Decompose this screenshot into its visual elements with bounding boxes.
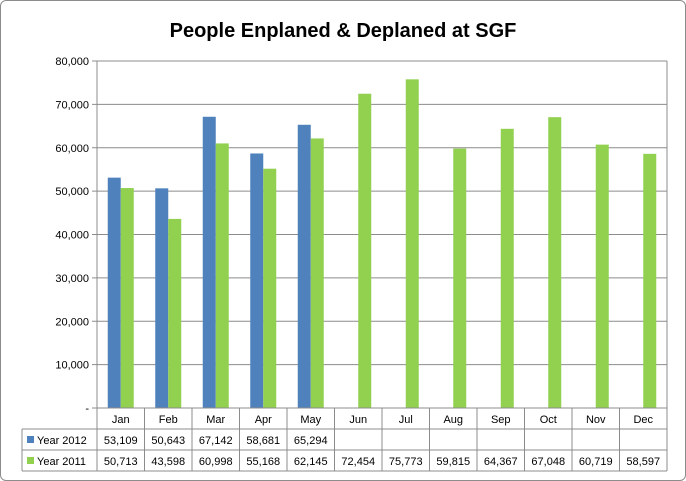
- y-tick-label: 40,000: [55, 230, 89, 242]
- bar-year-2012-may: [297, 124, 311, 408]
- bar-year-2011-dec: [643, 153, 657, 408]
- y-tick-label: 10,000: [55, 360, 89, 372]
- data-label: 50,643: [151, 435, 185, 447]
- y-tick-label: 80,000: [55, 56, 89, 68]
- bar-year-2011-jan: [120, 188, 134, 408]
- legend-swatch: [27, 436, 34, 443]
- data-label: 43,598: [151, 456, 185, 468]
- legend-label: Year 2011: [37, 456, 86, 468]
- bar-year-2012-jan: [107, 177, 121, 408]
- bar-year-2011-nov: [595, 144, 609, 408]
- bar-year-2012-apr: [250, 153, 264, 408]
- bar-year-2011-feb: [168, 218, 182, 408]
- data-label: 62,145: [294, 456, 328, 468]
- data-label: 53,109: [104, 435, 138, 447]
- bar-year-2012-mar: [202, 116, 216, 408]
- data-label: 59,815: [436, 456, 470, 468]
- x-tick-label: Nov: [586, 414, 606, 426]
- chart-title: People Enplaned & Deplaned at SGF: [170, 20, 517, 42]
- x-tick-label: Sep: [491, 414, 511, 426]
- data-label: 60,719: [579, 456, 613, 468]
- y-axis: - 10,000 20,000 30,000 40,000 50,000 60,000 70,…: [55, 56, 97, 415]
- x-tick-label: Aug: [443, 414, 463, 426]
- x-tick-label: Mar: [206, 414, 225, 426]
- data-label: 60,998: [199, 456, 233, 468]
- bar-year-2011-may: [310, 138, 324, 409]
- x-tick-label: Feb: [159, 414, 178, 426]
- bar-year-2011-jul: [405, 79, 419, 409]
- y-tick-label: 30,000: [55, 273, 89, 285]
- y-tick-label: 20,000: [55, 316, 89, 328]
- bar-year-2011-aug: [453, 148, 467, 409]
- x-tick-label: Jul: [399, 414, 413, 426]
- legend-label: Year 2012: [37, 435, 87, 447]
- bar-year-2011-apr: [263, 168, 277, 408]
- data-label: 64,367: [484, 456, 518, 468]
- bar-year-2011-mar: [215, 143, 229, 408]
- data-label: 67,142: [199, 435, 233, 447]
- gridlines: [96, 60, 668, 408]
- data-label: 58,681: [246, 435, 280, 447]
- data-table: Jan Feb Mar Apr May Jun Jul Aug Sep Oct Nov Dec Year…: [21, 407, 668, 472]
- bar-year-2011-oct: [548, 117, 562, 409]
- x-tick-label: Jun: [349, 414, 367, 426]
- data-label: 55,168: [246, 456, 280, 468]
- data-label: 67,048: [531, 456, 565, 468]
- data-label: 50,713: [104, 456, 138, 468]
- data-label: 75,773: [389, 456, 423, 468]
- bar-year-2011-sep: [500, 128, 514, 408]
- x-tick-label: Dec: [633, 414, 653, 426]
- data-label: 72,454: [341, 456, 375, 468]
- bar-year-2012-feb: [155, 188, 169, 408]
- data-label: 65,294: [294, 435, 328, 447]
- y-tick-label: 60,000: [55, 143, 89, 155]
- bar-year-2011-jun: [358, 93, 372, 408]
- data-label: 58,597: [626, 456, 660, 468]
- x-tick-label: Oct: [540, 414, 557, 426]
- y-tick-label: 70,000: [55, 99, 89, 111]
- x-tick-label: May: [300, 414, 321, 426]
- x-tick-label: Apr: [255, 414, 272, 426]
- bars: [107, 79, 657, 409]
- y-tick-label: -: [85, 403, 89, 415]
- legend-swatch: [27, 457, 34, 464]
- y-tick-label: 50,000: [55, 186, 89, 198]
- x-tick-label: Jan: [112, 414, 130, 426]
